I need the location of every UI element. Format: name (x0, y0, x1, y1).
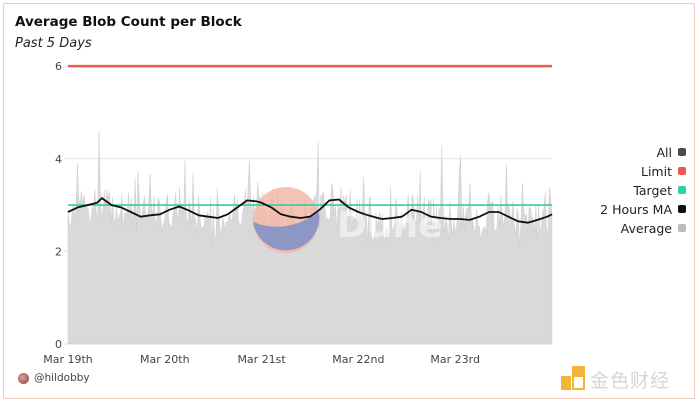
avatar (18, 372, 29, 384)
legend-swatch (678, 148, 686, 156)
legend-swatch (678, 205, 686, 213)
legend-item-average[interactable]: Average (621, 220, 686, 236)
chart-title: Average Blob Count per Block (15, 14, 242, 30)
x-tick-label: Mar 21st (237, 353, 286, 366)
author-handle: @hildobby (34, 372, 90, 384)
y-tick-label: 0 (55, 338, 62, 351)
x-tick-label: Mar 22nd (332, 353, 384, 366)
legend-label: Limit (641, 163, 672, 179)
chart-subtitle: Past 5 Days (15, 36, 92, 51)
x-tick-label: Mar 23rd (430, 353, 480, 366)
y-tick-label: 4 (55, 153, 62, 166)
chart-legend: All Limit Target 2 Hours MA Average (600, 144, 686, 236)
legend-item-limit[interactable]: Limit (641, 163, 686, 179)
y-tick-label: 6 (55, 60, 62, 73)
watermark-corner-text: 金色财经 (590, 370, 671, 392)
legend-swatch (678, 186, 686, 194)
dune-logo-shade (253, 212, 320, 251)
legend-item-2-hours-ma[interactable]: 2 Hours MA (600, 201, 686, 217)
x-tick-label: Mar 20th (140, 353, 190, 366)
watermark-logo-icon (561, 366, 585, 390)
legend-item-target[interactable]: Target (633, 182, 686, 198)
y-tick-label: 2 (55, 245, 62, 258)
ma-line (67, 197, 553, 224)
legend-item-all[interactable]: All (656, 144, 686, 160)
legend-label: Average (620, 220, 672, 236)
legend-swatch (678, 167, 686, 175)
legend-label: All (656, 144, 673, 160)
author-credit[interactable]: @hildobby (18, 372, 90, 384)
x-tick-label: Mar 19th (43, 353, 93, 366)
legend-label: 2 Hours MA (600, 201, 672, 217)
legend-label: Target (633, 182, 672, 198)
dune-watermark: Dune (337, 205, 443, 246)
legend-swatch (678, 224, 686, 232)
